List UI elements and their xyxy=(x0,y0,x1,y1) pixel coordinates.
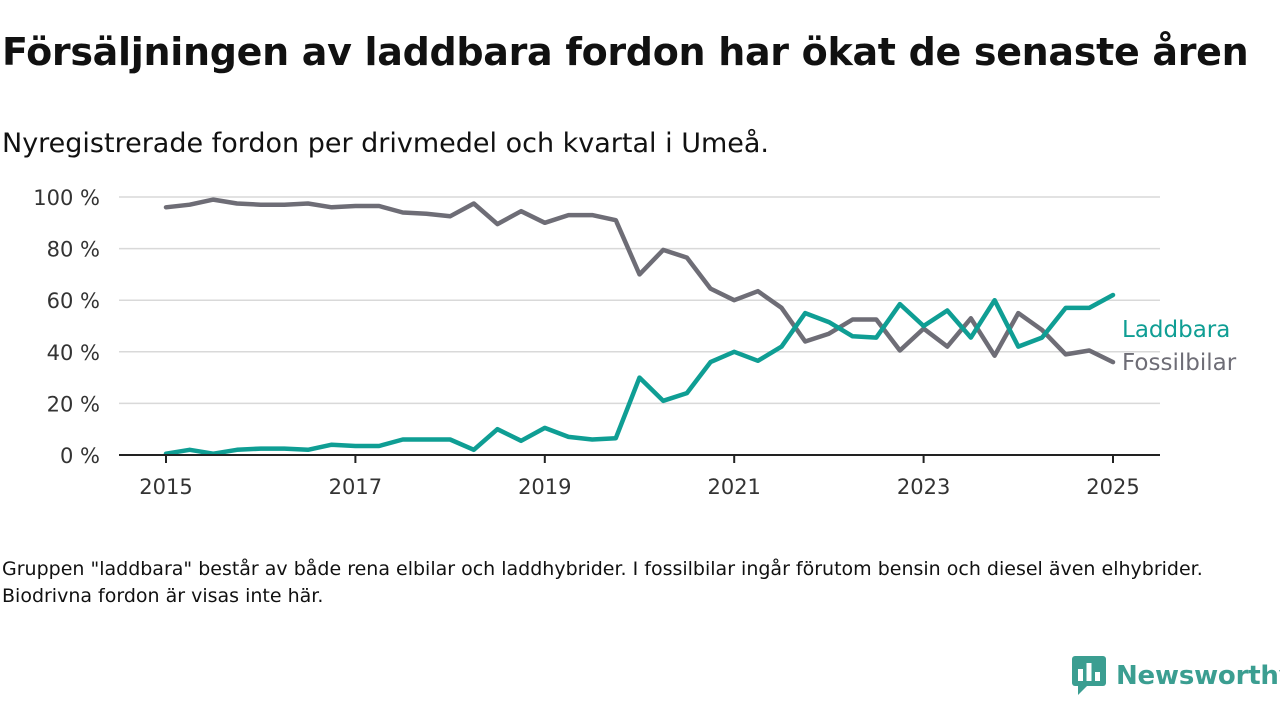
footnote: Gruppen "laddbara" består av både rena e… xyxy=(2,558,1203,607)
series-label-fossilbilar: Fossilbilar xyxy=(1122,350,1237,376)
y-tick-label: 100 % xyxy=(33,186,100,210)
x-tick-label: 2019 xyxy=(518,475,571,499)
x-tick-label: 2021 xyxy=(707,475,760,499)
y-tick-label: 0 % xyxy=(60,444,100,468)
brand-name: Newsworthy xyxy=(1116,661,1280,691)
newsworthy-logo-icon xyxy=(1072,656,1106,695)
x-tick-label: 2017 xyxy=(329,475,382,499)
x-tick-label: 2015 xyxy=(139,475,192,499)
series-line-fossilbilar xyxy=(163,197,1116,365)
y-tick-label: 20 % xyxy=(47,392,100,416)
y-tick-label: 80 % xyxy=(47,238,100,262)
y-tick-label: 40 % xyxy=(47,341,100,365)
series-lines xyxy=(163,197,1116,456)
chart-subtitle: Nyregistrerade fordon per drivmedel och … xyxy=(2,128,770,159)
series-line-laddbara xyxy=(163,292,1116,456)
series-label-laddbara: Laddbara xyxy=(1122,317,1230,343)
gridlines xyxy=(119,196,1160,405)
axes: 0 % 20 % 40 % 60 % 80 % 100 % 2015 2017 2019 2021… xyxy=(33,186,1160,499)
y-tick-label: 60 % xyxy=(47,289,100,313)
brand-logo: Newsworthy xyxy=(1072,656,1280,696)
x-tick-label: 2025 xyxy=(1086,475,1139,499)
x-tick-label: 2023 xyxy=(897,475,950,499)
chart-title: Försäljningen av laddbara fordon har öka… xyxy=(2,30,1249,74)
series-labels: Laddbara Fossilbilar xyxy=(1122,317,1237,376)
